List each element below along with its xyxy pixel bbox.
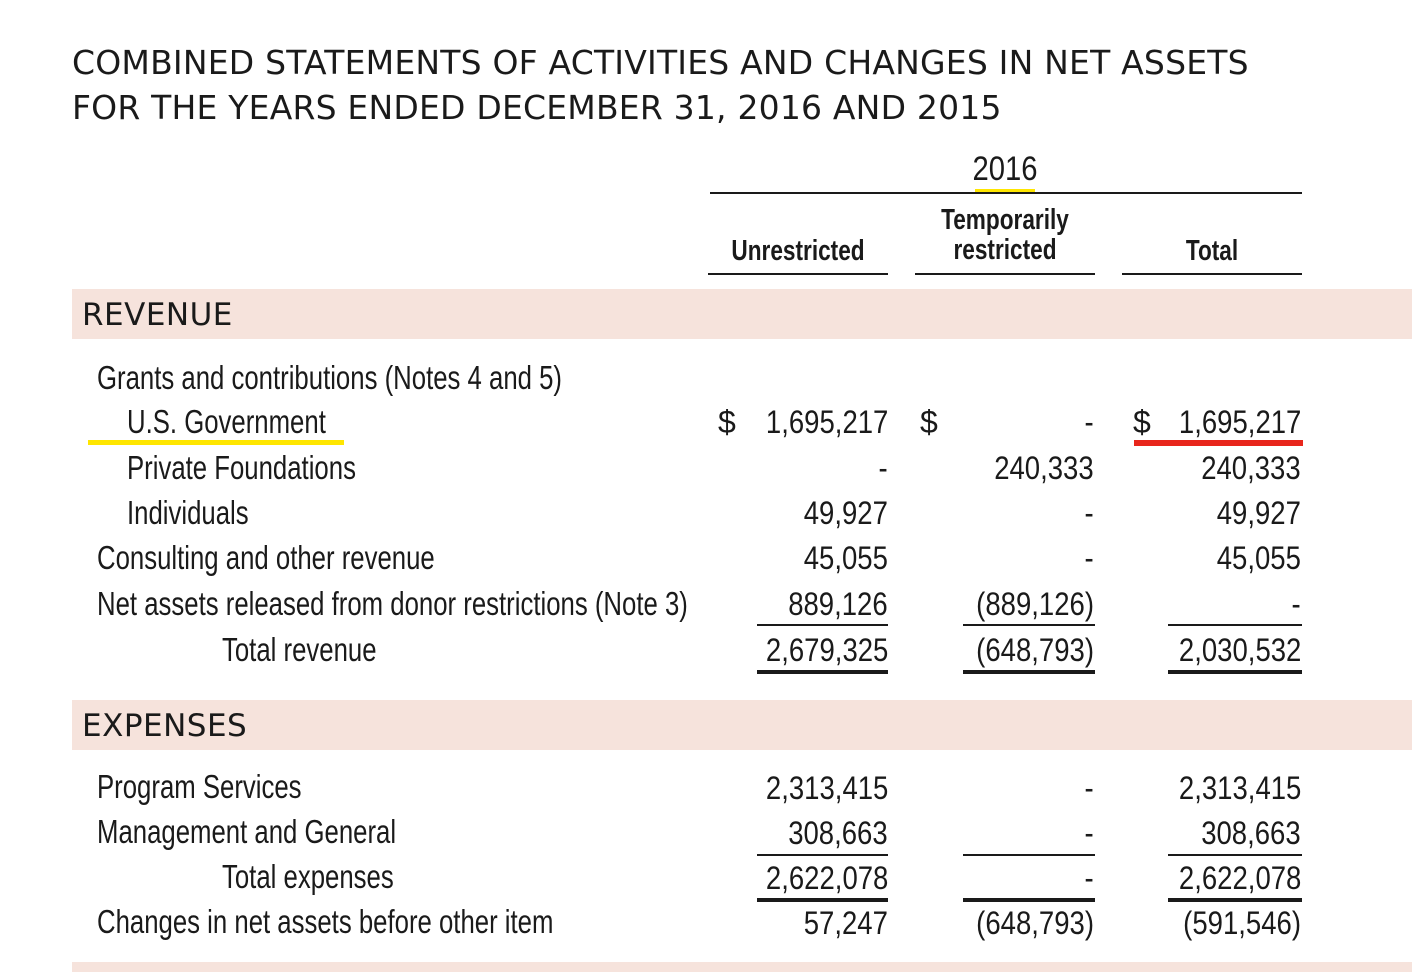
total-rule-expenses-total [1168, 898, 1302, 902]
cell-total-expenses-total: 2,622,078 [1178, 860, 1301, 896]
total-rule-revenue-total [1168, 670, 1302, 674]
cell-net-assets-released-total: - [1291, 586, 1301, 622]
col-header-total: Total [1185, 235, 1239, 267]
cell-private-foundations-temp: 240,333 [994, 450, 1094, 486]
cell-program-services-temp: - [1084, 770, 1094, 806]
cell-private-foundations-unrestricted: - [878, 450, 888, 486]
cell-management-general-temp: - [1084, 815, 1094, 851]
total-rule-expenses-temp [963, 898, 1095, 902]
total-rule-expenses-unrestricted [757, 898, 888, 902]
revenue-heading: REVENUE [82, 297, 233, 333]
cell-program-services-total: 2,313,415 [1178, 770, 1301, 806]
col-header-temp-line2: restricted [953, 234, 1057, 266]
cell-individuals-unrestricted: 49,927 [803, 495, 888, 531]
year-rule [710, 192, 1302, 194]
subtotal-rule-revenue-unrestricted [757, 624, 888, 626]
title-line-1: COMBINED STATEMENTS OF ACTIVITIES AND CH… [72, 43, 1249, 82]
cell-individuals-temp: - [1084, 495, 1094, 531]
row-label-individuals: Individuals [127, 494, 249, 531]
col-header-unrestricted: Unrestricted [731, 235, 865, 267]
cell-changes-net-assets-unrestricted: 57,247 [803, 905, 888, 941]
row-label-program-services: Program Services [97, 768, 302, 805]
year-highlight-mark [975, 189, 1035, 194]
total-rule-revenue-unrestricted [757, 670, 888, 674]
subtotal-rule-revenue-temp [963, 624, 1095, 626]
currency-symbol-temp: $ [920, 404, 938, 440]
cell-changes-net-assets-total: (591,546) [1183, 905, 1301, 941]
cell-management-general-unrestricted: 308,663 [788, 815, 888, 851]
subtotal-rule-expenses-temp [963, 854, 1095, 856]
cell-net-assets-released-temp: (889,126) [976, 586, 1094, 622]
cell-consulting-temp: - [1084, 540, 1094, 576]
cell-total-expenses-temp: - [1084, 860, 1094, 896]
col-rule-total [1122, 273, 1302, 275]
cell-us-government-temp: - [1084, 404, 1094, 440]
col-header-temporarily-restricted: Temporarily restricted [935, 205, 1075, 265]
col-header-temp-line1: Temporarily [941, 204, 1069, 236]
cell-consulting-unrestricted: 45,055 [803, 540, 888, 576]
statement-title: COMBINED STATEMENTS OF ACTIVITIES AND CH… [72, 40, 1249, 130]
subtotal-rule-expenses-unrestricted [757, 854, 888, 856]
cell-program-services-unrestricted: 2,313,415 [765, 770, 888, 806]
us-government-total-highlight-mark [1134, 440, 1303, 446]
cell-consulting-total: 45,055 [1216, 540, 1301, 576]
row-label-private-foundations: Private Foundations [127, 449, 356, 486]
currency-symbol-unrestricted: $ [718, 404, 736, 440]
row-label-net-assets-released: Net assets released from donor restricti… [97, 585, 688, 622]
col-rule-unrestricted [708, 273, 888, 275]
cell-total-revenue-temp: (648,793) [976, 632, 1094, 668]
cell-total-revenue-unrestricted: 2,679,325 [765, 632, 888, 668]
row-label-changes-net-assets: Changes in net assets before other item [97, 903, 554, 940]
total-rule-revenue-temp [963, 670, 1095, 674]
cell-management-general-total: 308,663 [1201, 815, 1301, 851]
year-heading: 2016 [972, 150, 1038, 188]
revenue-section-band: REVENUE [72, 289, 1412, 339]
row-label-us-government: U.S. Government [127, 403, 326, 440]
next-section-band [72, 962, 1412, 972]
cell-net-assets-released-unrestricted: 889,126 [788, 586, 888, 622]
expenses-heading: EXPENSES [82, 708, 248, 744]
row-label-consulting: Consulting and other revenue [97, 539, 435, 576]
col-rule-temporarily-restricted [915, 273, 1095, 275]
cell-individuals-total: 49,927 [1216, 495, 1301, 531]
row-label-total-expenses: Total expenses [222, 858, 394, 895]
cell-total-revenue-total: 2,030,532 [1178, 632, 1301, 668]
cell-private-foundations-total: 240,333 [1201, 450, 1301, 486]
cell-us-government-unrestricted: 1,695,217 [765, 404, 888, 440]
title-line-2: FOR THE YEARS ENDED DECEMBER 31, 2016 AN… [72, 88, 1002, 127]
subtotal-rule-expenses-total [1168, 854, 1302, 856]
subtotal-rule-revenue-total [1168, 624, 1302, 626]
us-government-highlight-mark [88, 440, 344, 445]
currency-symbol-total: $ [1133, 404, 1151, 440]
expenses-section-band: EXPENSES [72, 700, 1412, 750]
grants-contributions-label: Grants and contributions (Notes 4 and 5) [97, 359, 563, 396]
cell-us-government-total: 1,695,217 [1178, 404, 1301, 440]
cell-total-expenses-unrestricted: 2,622,078 [765, 860, 888, 896]
cell-changes-net-assets-temp: (648,793) [976, 905, 1094, 941]
row-label-management-general: Management and General [97, 813, 397, 850]
row-label-total-revenue: Total revenue [222, 631, 377, 668]
